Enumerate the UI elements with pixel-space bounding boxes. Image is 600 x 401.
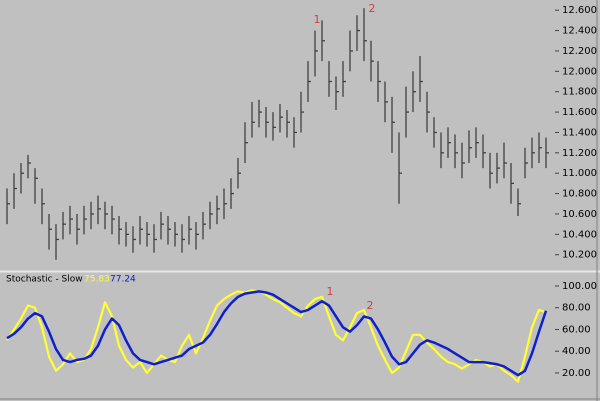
y-tick-label: 11.600 [562, 107, 597, 118]
annotation: 2 [367, 299, 374, 312]
d-readout: 77.24 [110, 275, 136, 285]
y-tick-label: 40.00 [562, 346, 591, 357]
k-readout: 75.83 [84, 275, 110, 285]
y-tick-label: 12.000 [562, 66, 597, 77]
y-tick-label: 10.800 [562, 189, 597, 200]
indicator-title: Stochastic - Slow [6, 275, 83, 285]
y-tick-label: 10.600 [562, 209, 597, 220]
stochastic-line [6, 290, 548, 377]
y-tick-label: 11.200 [562, 148, 597, 159]
y-tick-label: 10.400 [562, 229, 597, 240]
y-tick-label: 12.200 [562, 46, 597, 57]
annotation: 2 [369, 2, 376, 15]
y-tick-label: 11.800 [562, 87, 597, 98]
y-tick-label: 12.400 [562, 26, 597, 37]
y-tick-label: 60.00 [562, 324, 591, 335]
annotation: 1 [314, 13, 321, 26]
y-tick-label: 10.200 [562, 250, 597, 261]
y-tick-label: 100.00 [562, 281, 597, 292]
y-tick-label: 12.600 [562, 5, 597, 16]
y-tick-label: 11.400 [562, 127, 597, 138]
y-tick-label: 11.000 [562, 168, 597, 179]
y-tick-label: 20.00 [562, 368, 591, 379]
stochastic-line [6, 289, 547, 383]
y-tick-label: 80.00 [562, 303, 591, 314]
annotation: 1 [327, 285, 334, 298]
